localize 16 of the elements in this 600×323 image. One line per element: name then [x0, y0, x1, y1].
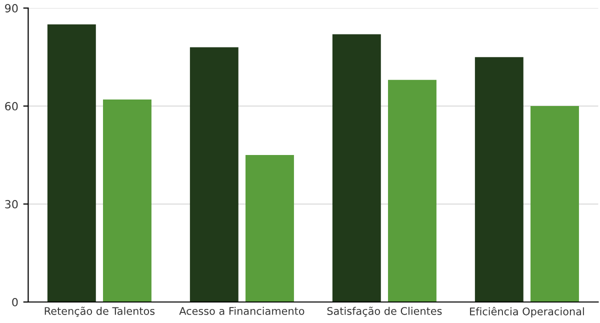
x-tick-label: Acesso a Financiamento [179, 306, 304, 315]
bar [246, 155, 294, 302]
bar [474, 57, 524, 302]
y-tick-label: 30 [5, 200, 18, 208]
y-tick-label: 0 [12, 298, 18, 306]
y-tick-label: 60 [5, 102, 18, 110]
bar [190, 47, 238, 302]
bar [103, 100, 152, 302]
x-tick-label: Satisfação de Clientes [327, 306, 442, 317]
x-tick-label: Eficiência Operacional [470, 306, 584, 318]
x-tick-label: Retenção de Talentos [44, 306, 155, 317]
bar [530, 106, 579, 302]
bar [47, 24, 96, 302]
bar [388, 80, 436, 302]
bar [332, 34, 381, 302]
y-tick-label: 90 [5, 4, 18, 12]
